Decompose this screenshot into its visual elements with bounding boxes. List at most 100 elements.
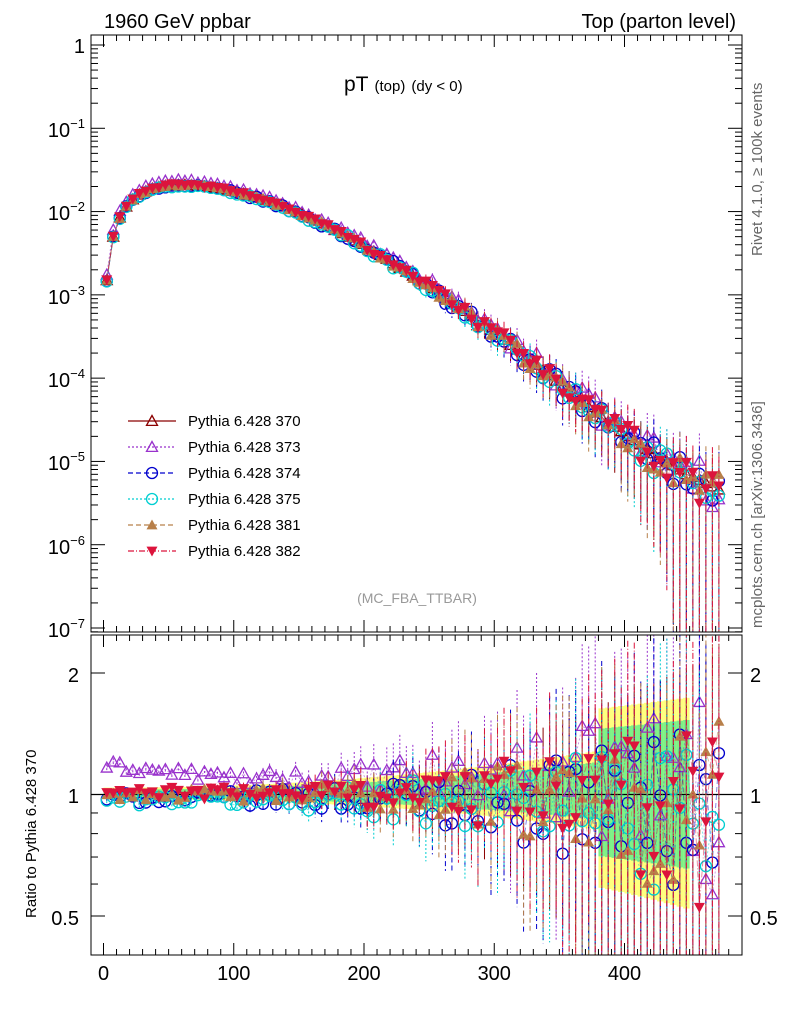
data-point (238, 188, 250, 199)
ratio-point (367, 757, 381, 770)
x-tick-labels: 0 100 200 300 400 (98, 963, 641, 985)
data-point (114, 212, 126, 223)
series-line (106, 183, 720, 505)
ratio-point (492, 774, 504, 785)
ratio-point (452, 806, 464, 817)
ratio-point (693, 902, 705, 913)
data-point (283, 204, 295, 215)
y-tick-label-1e-6: 10−6 (48, 533, 85, 559)
ratio-point (575, 719, 589, 732)
ratio-point (153, 793, 165, 804)
ratio-y-label-0.5: 0.5 (51, 908, 79, 930)
data-point (518, 349, 530, 359)
ratio-point (120, 788, 132, 799)
ratio-point (368, 802, 380, 813)
ratio-point (635, 870, 647, 881)
ratio-point (133, 784, 145, 795)
ratio-point (537, 811, 549, 822)
data-point (133, 188, 145, 199)
ratio-point (446, 771, 458, 782)
x-tick-label-100: 100 (217, 963, 250, 985)
ratio-point (674, 730, 686, 741)
analysis-watermark: (MC_FBA_TTBAR) (357, 590, 477, 606)
ratio-series-line (106, 702, 720, 896)
ratio-point (126, 763, 140, 775)
ratio-point (236, 766, 251, 779)
legend-marker (146, 546, 158, 557)
ratio-point (223, 766, 238, 778)
data-point (544, 364, 556, 375)
legend-entry: Pythia 6.428 382 (128, 543, 301, 560)
legend-label: Pythia 6.428 382 (188, 543, 301, 560)
ratio-series-line (106, 735, 720, 908)
legend-marker (146, 519, 158, 530)
ratio-y-label-1: 1 (68, 786, 79, 808)
ratio-point (615, 780, 627, 791)
ratio-ylabel: Ratio to Pythia 6.428 370 (23, 750, 40, 918)
ratio-point (146, 787, 158, 798)
ratio-point (290, 791, 302, 802)
legend-label: Pythia 6.428 373 (188, 439, 301, 456)
ratio-point (713, 772, 725, 783)
data-point (713, 481, 725, 492)
ratio-point (446, 802, 458, 813)
ratio-point (211, 785, 223, 796)
ratio-y-tick-labels: 2 1 0.5 2 1 0.5 (51, 665, 778, 930)
ratio-point (700, 746, 712, 757)
ratio-point (687, 766, 699, 777)
data-point (622, 442, 634, 453)
data-point (101, 275, 113, 286)
data-point (348, 235, 360, 245)
data-point (120, 201, 132, 212)
x-tick-label-200: 200 (347, 963, 380, 985)
ratio-point (192, 785, 204, 796)
data-point (140, 186, 152, 197)
ratio-point (256, 768, 270, 780)
main-y-tick-labels: 1 10−1 10−2 10−3 10−4 10−5 10−6 10−7 (48, 36, 85, 642)
ratio-point (648, 851, 660, 862)
ratio-y-label-right-1: 1 (750, 786, 761, 808)
y-tick-label-1e-4: 10−4 (48, 366, 85, 392)
data-point (713, 468, 725, 479)
ratio-point (387, 803, 399, 814)
ratio-point (106, 754, 120, 767)
data-point (387, 260, 399, 271)
ratio-point (674, 804, 686, 815)
data-point (179, 180, 191, 191)
legend-marker (145, 440, 159, 453)
plot-title: pT (top) (dy < 0) (344, 73, 463, 96)
ratio-point (159, 791, 171, 802)
ratio-uncertainty-bands (91, 697, 742, 909)
ratio-point (393, 753, 407, 766)
ratio-y-label-right-2: 2 (750, 665, 761, 687)
y-tick-label-1e-1: 10−1 (48, 116, 85, 142)
data-point (693, 498, 705, 509)
ratio-point (289, 764, 303, 777)
ratio-point (387, 798, 399, 809)
legend-entry: Pythia 6.428 374 (128, 465, 301, 482)
legend-marker (145, 492, 159, 506)
ratio-point (100, 760, 114, 773)
ratio-point (166, 782, 178, 793)
ratio-series-line (106, 721, 720, 885)
ratio-point (249, 771, 264, 784)
data-point (570, 396, 582, 407)
ratio-point (452, 798, 464, 809)
ratio-point (191, 772, 205, 785)
ratio-point (329, 787, 341, 798)
data-point (153, 183, 165, 194)
ratio-point (335, 781, 347, 792)
data-point (126, 193, 139, 206)
ratio-point (426, 785, 438, 796)
ratio-point (439, 772, 451, 783)
ratio-point (622, 736, 634, 747)
legend: Pythia 6.428 370 Pythia 6.428 373 Pythia… (128, 413, 301, 560)
ratio-point (264, 788, 276, 799)
legend-entry: Pythia 6.428 381 (128, 517, 301, 534)
ratio-point (172, 785, 184, 796)
legend-label: Pythia 6.428 375 (188, 491, 301, 508)
legend-label: Pythia 6.428 370 (188, 413, 301, 430)
data-point (446, 300, 458, 311)
data-point (270, 198, 282, 209)
ratio-point (166, 788, 178, 799)
